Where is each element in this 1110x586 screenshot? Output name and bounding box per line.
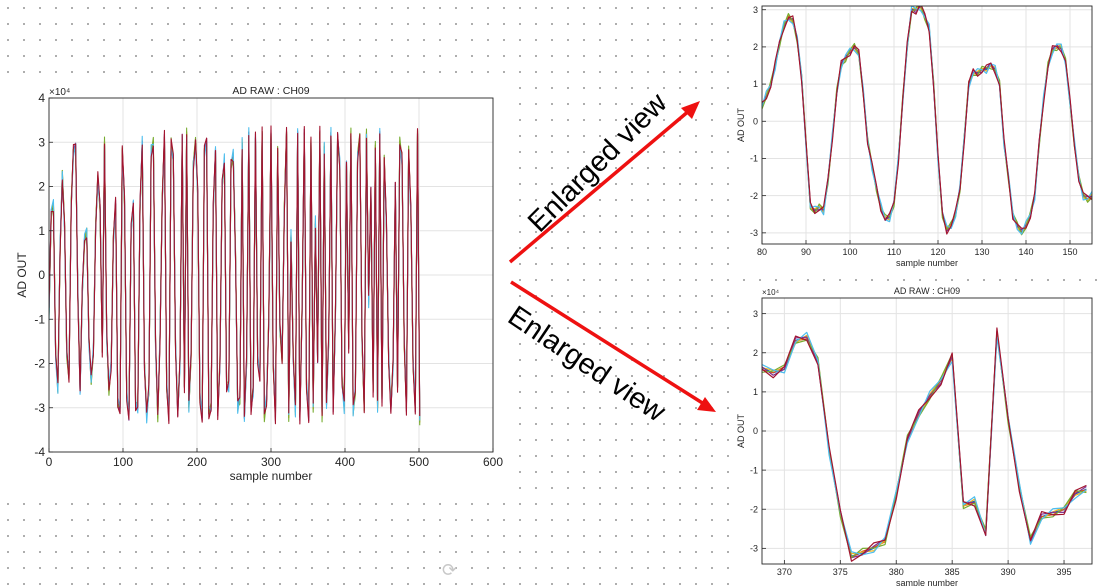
callout-label-lower: Enlarged view	[502, 300, 672, 429]
x-tick-label: 150	[1062, 247, 1077, 257]
zoom-chart-upper: 80 90 100 110 120 130 140 150 -3 -2 -1 0 1 2 3 sample n…	[736, 5, 1093, 268]
y-axis-label: AD OUT	[15, 252, 29, 298]
series-line-7	[762, 327, 1087, 562]
x-tick-label: 500	[409, 455, 429, 469]
x-tick-label: 300	[261, 455, 281, 469]
y-tick-label: 4	[38, 91, 45, 105]
y-tick-label: 2	[753, 348, 758, 358]
zoom-plot-lower: 370 375 380 385 390 395 -3 -2 -1 0 1 2 3 ×10⁴ AD RAW :…	[732, 283, 1104, 586]
y-tick-label: -2	[750, 191, 758, 201]
y-tick-label: -1	[750, 154, 758, 164]
zoom-plot-upper: 80 90 100 110 120 130 140 150 -3 -2 -1 0 1 2 3 sample n…	[732, 0, 1104, 272]
callout-label-upper: Enlarged view	[522, 87, 674, 239]
x-tick-label: 120	[930, 247, 945, 257]
x-tick-label: 100	[113, 455, 133, 469]
y-tick-label: 3	[753, 5, 758, 15]
y-tick-label: -2	[750, 504, 758, 514]
arrow-head-upper	[681, 101, 700, 119]
chart-title: AD RAW : CH09	[232, 85, 309, 97]
y-exponent-label: ×10⁴	[762, 288, 780, 297]
x-tick-label: 385	[945, 567, 960, 577]
x-axis-label: sample number	[896, 578, 958, 586]
y-axis-label: AD OUT	[736, 414, 746, 449]
arrow-to-upper-zoom	[508, 108, 692, 264]
y-tick-label: 2	[38, 180, 45, 194]
plot-area	[762, 6, 1092, 244]
arrow-head-lower	[697, 397, 716, 412]
axes-frame	[761, 5, 1093, 245]
x-tick-label: 0	[46, 455, 53, 469]
main-raw-chart: 0 100 200 300 400 500 600 -4 -3 -2 -1 0 1 2 3 4 ×10⁴ AD R…	[15, 85, 503, 483]
x-tick-label: 375	[833, 567, 848, 577]
x-tick-label: 130	[974, 247, 989, 257]
y-tick-label: 0	[753, 426, 758, 436]
y-tick-label: 3	[753, 309, 758, 319]
y-axis-label: AD OUT	[736, 108, 746, 143]
y-tick-label: 3	[38, 135, 45, 149]
zoom-chart-lower: 370 375 380 385 390 395 -3 -2 -1 0 1 2 3 ×10⁴ AD RAW :…	[736, 286, 1093, 586]
x-axis-label: sample number	[896, 258, 958, 268]
x-tick-label: 370	[777, 567, 792, 577]
y-tick-label: -1	[750, 465, 758, 475]
y-tick-label: -3	[750, 544, 758, 554]
x-tick-label: 390	[1001, 567, 1016, 577]
y-tick-label: 1	[753, 387, 758, 397]
x-tick-label: 380	[889, 567, 904, 577]
y-tick-label: 1	[38, 224, 45, 238]
x-tick-label: 400	[335, 455, 355, 469]
main-raw-plot: 0 100 200 300 400 500 600 -4 -3 -2 -1 0 1 2 3 4 ×10⁴ AD R…	[0, 82, 512, 490]
series-line-7	[762, 6, 1092, 235]
x-tick-label: 200	[187, 455, 207, 469]
x-tick-label: 110	[887, 247, 901, 257]
y-tick-label: 0	[753, 116, 758, 126]
cursor-icon: ⟳	[442, 560, 458, 581]
y-tick-label: -2	[34, 357, 45, 371]
x-tick-label: 600	[483, 455, 503, 469]
chart-title: AD RAW : CH09	[894, 286, 960, 296]
y-tick-label: 1	[753, 79, 758, 89]
x-axis-label: sample number	[230, 469, 313, 483]
y-tick-label: -4	[34, 445, 45, 459]
x-tick-label: 90	[801, 247, 811, 257]
y-exponent-label: ×10⁴	[49, 87, 70, 98]
y-tick-label: -3	[34, 401, 45, 415]
x-tick-label: 395	[1057, 567, 1072, 577]
series-line-7	[49, 125, 421, 425]
x-tick-label: 140	[1018, 247, 1033, 257]
x-tick-label: 100	[842, 247, 857, 257]
y-tick-label: 0	[38, 268, 45, 282]
y-tick-label: -1	[34, 312, 45, 326]
y-tick-label: 2	[753, 42, 758, 52]
x-tick-label: 80	[757, 247, 767, 257]
y-tick-label: -3	[750, 228, 758, 238]
